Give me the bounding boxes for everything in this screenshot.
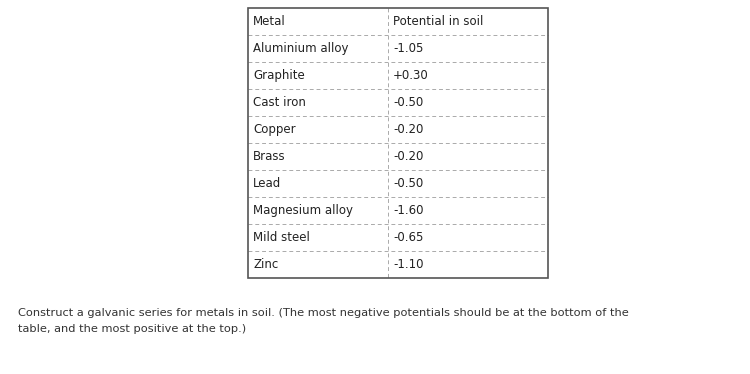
Text: Metal: Metal bbox=[253, 15, 286, 28]
Text: Aluminium alloy: Aluminium alloy bbox=[253, 42, 349, 55]
Text: Magnesium alloy: Magnesium alloy bbox=[253, 204, 353, 217]
Text: -1.60: -1.60 bbox=[393, 204, 424, 217]
Text: -1.05: -1.05 bbox=[393, 42, 423, 55]
Text: Construct a galvanic series for metals in soil. (The most negative potentials sh: Construct a galvanic series for metals i… bbox=[18, 308, 628, 318]
Text: -1.10: -1.10 bbox=[393, 258, 424, 271]
Text: Cast iron: Cast iron bbox=[253, 96, 306, 109]
Text: -0.65: -0.65 bbox=[393, 231, 423, 244]
Text: Copper: Copper bbox=[253, 123, 296, 136]
Text: Lead: Lead bbox=[253, 177, 281, 190]
Text: -0.50: -0.50 bbox=[393, 96, 423, 109]
Text: -0.20: -0.20 bbox=[393, 123, 423, 136]
Text: Brass: Brass bbox=[253, 150, 286, 163]
Text: Graphite: Graphite bbox=[253, 69, 305, 82]
Text: Mild steel: Mild steel bbox=[253, 231, 310, 244]
Text: -0.50: -0.50 bbox=[393, 177, 423, 190]
Text: Zinc: Zinc bbox=[253, 258, 278, 271]
Text: +0.30: +0.30 bbox=[393, 69, 429, 82]
Text: -0.20: -0.20 bbox=[393, 150, 423, 163]
Bar bbox=[248, 8, 548, 278]
Text: Potential in soil: Potential in soil bbox=[393, 15, 483, 28]
Text: table, and the most positive at the top.): table, and the most positive at the top.… bbox=[18, 324, 246, 334]
